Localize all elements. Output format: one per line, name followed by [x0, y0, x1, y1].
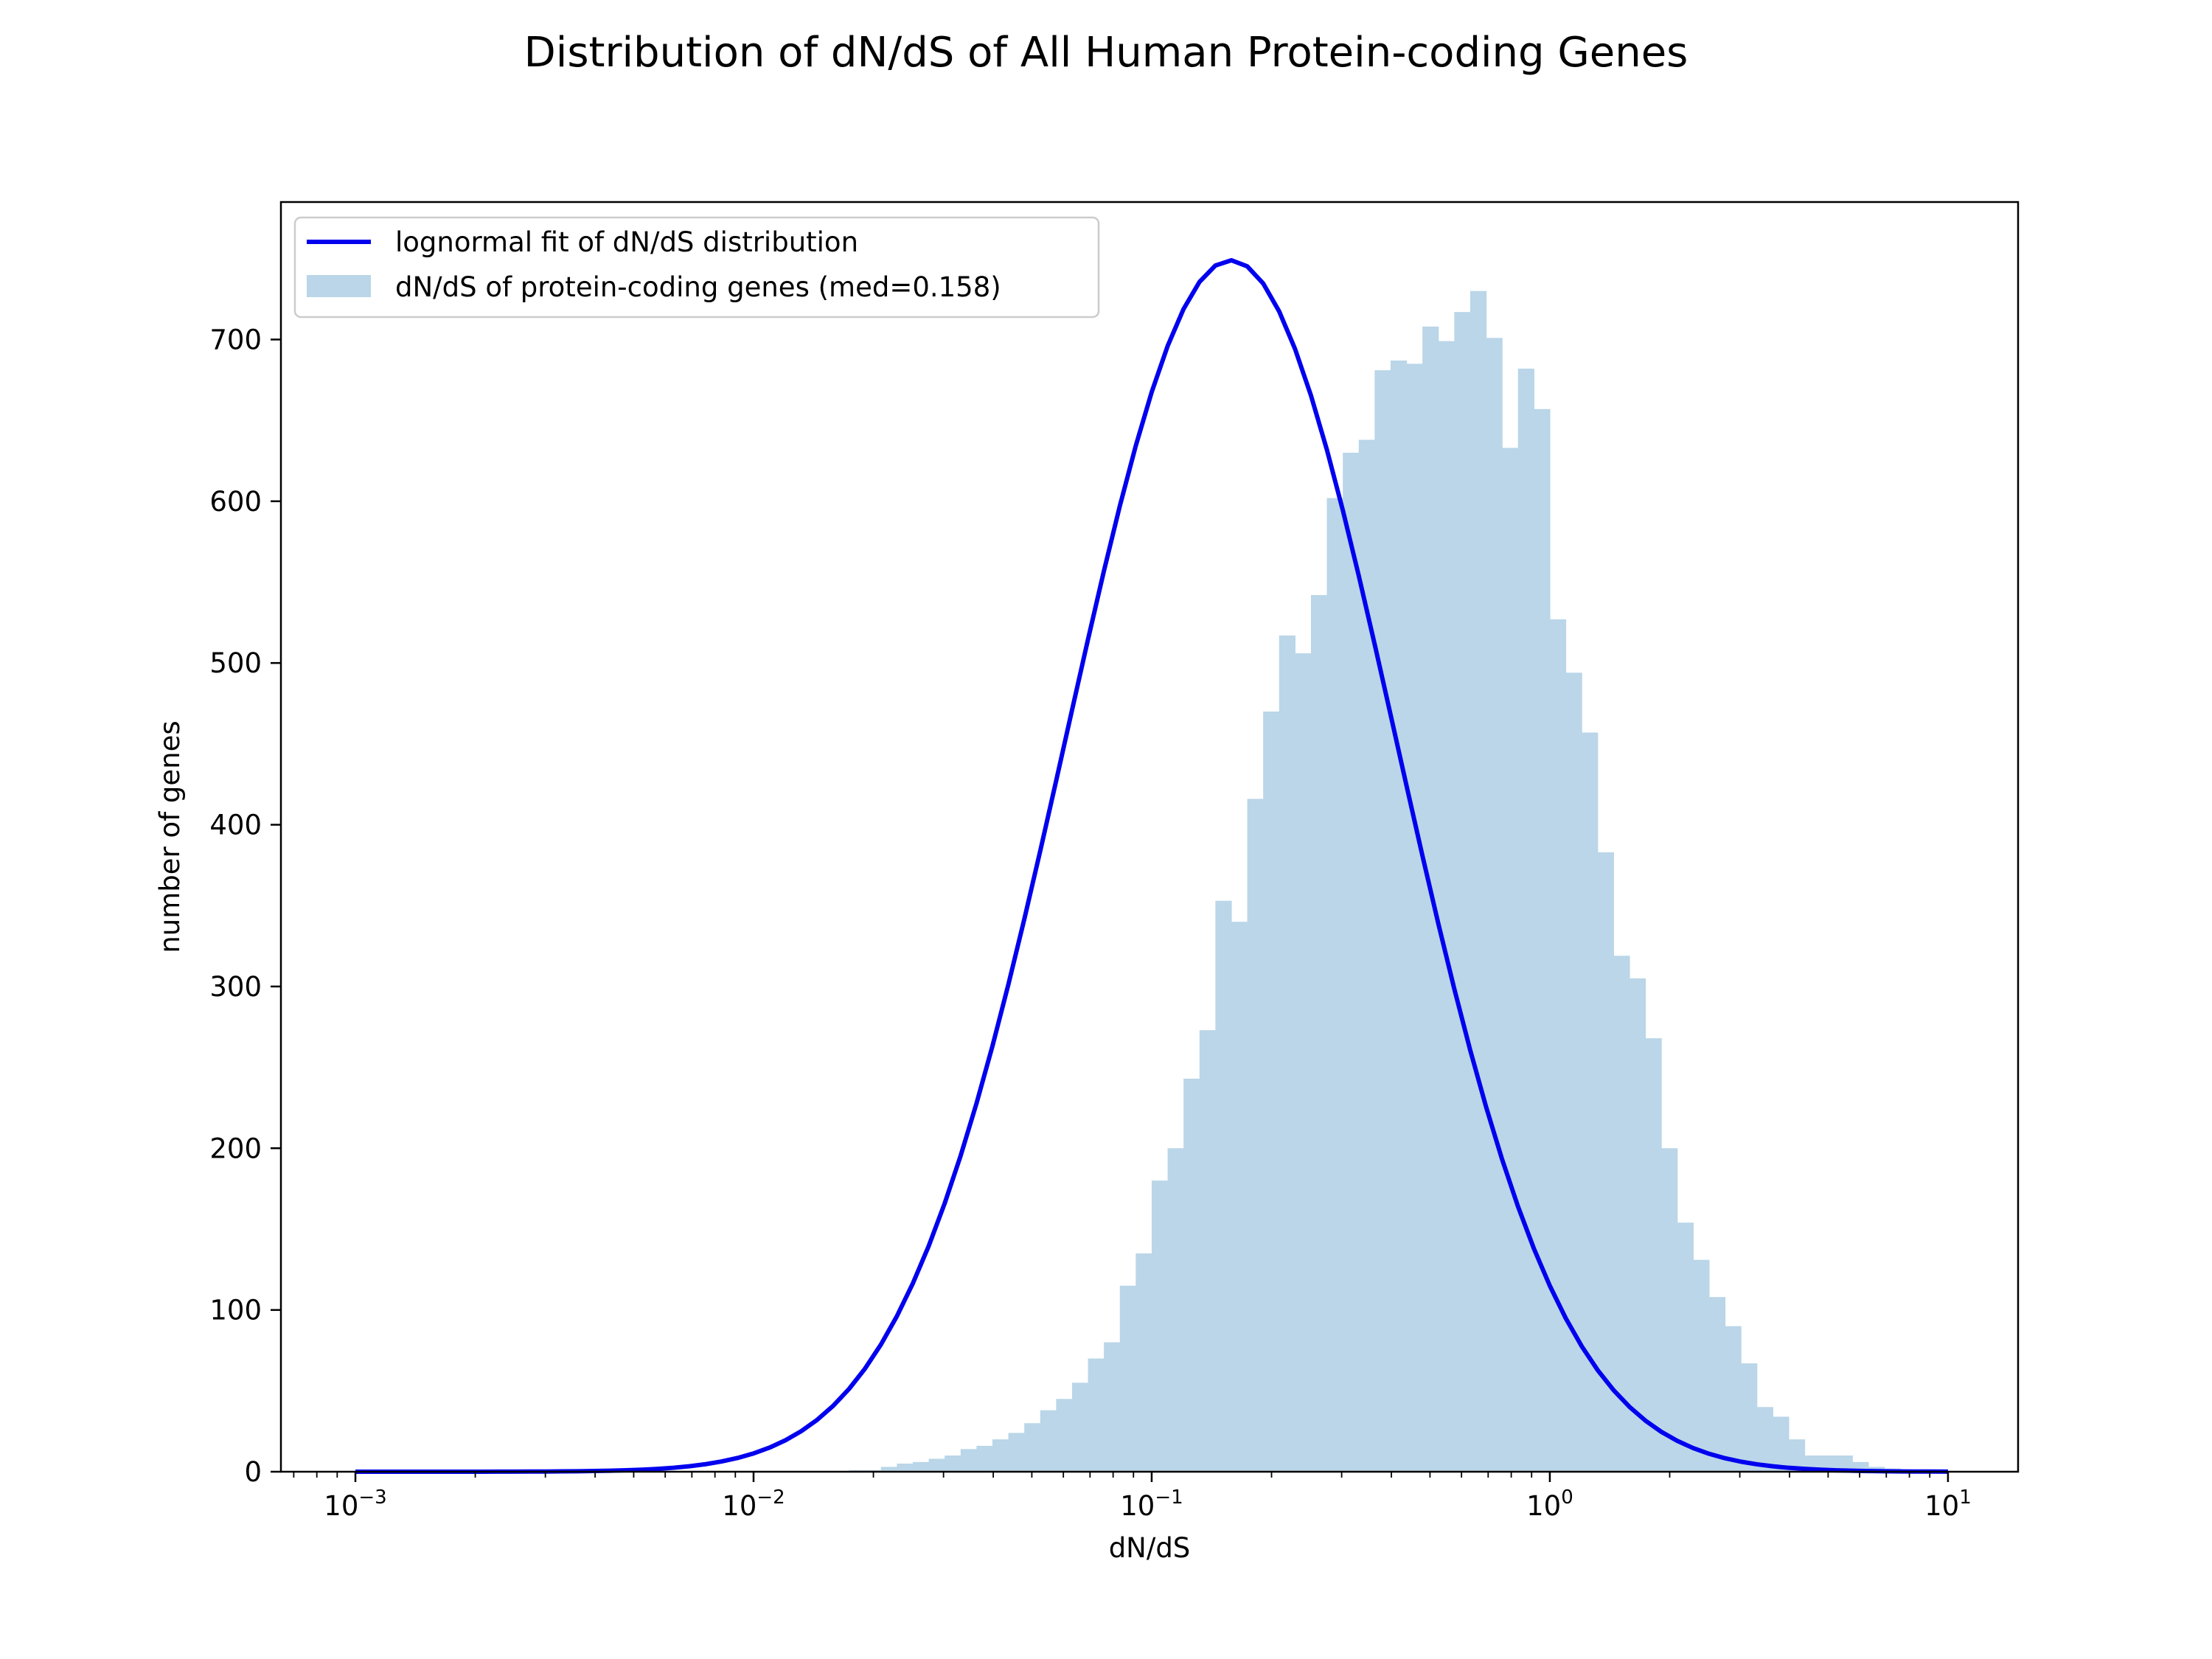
- y-axis: 0 100 200 300 400 500 600 700: [209, 324, 281, 1488]
- histogram-bar: [880, 1467, 897, 1472]
- histogram-bar: [1741, 1363, 1758, 1472]
- histogram-bar: [1645, 1038, 1662, 1472]
- histogram-bar: [1071, 1382, 1089, 1472]
- histogram-bar: [1613, 956, 1630, 1472]
- y-tick-label: 700: [209, 324, 262, 355]
- histogram-bar: [1183, 1078, 1200, 1472]
- histogram-bar: [1343, 453, 1360, 1472]
- histogram-bar: [928, 1458, 945, 1472]
- histogram-bar: [1215, 900, 1232, 1472]
- plot-area: [279, 201, 2020, 1474]
- histogram-bar: [1088, 1358, 1105, 1472]
- histogram-bar: [1502, 448, 1519, 1472]
- y-tick-label: 300: [209, 971, 262, 1003]
- histogram-bar: [1708, 1297, 1726, 1472]
- histogram-bar: [1517, 368, 1534, 1472]
- histogram-bar: [1310, 595, 1328, 1472]
- histogram-bar: [912, 1461, 930, 1472]
- histogram-bar: [1725, 1326, 1742, 1472]
- histogram-bar: [1119, 1285, 1136, 1472]
- histogram-bar: [1756, 1407, 1773, 1472]
- x-axis: 10−3 10−2 10−1 100 101: [293, 1472, 1972, 1522]
- histogram-bar: [1167, 1148, 1184, 1472]
- legend-bar-swatch: [307, 275, 371, 297]
- legend-label-hist: dN/dS of protein-coding genes (med=0.158…: [395, 271, 1001, 303]
- histogram-bar: [1788, 1439, 1806, 1472]
- histogram-bar: [1582, 732, 1599, 1472]
- histogram-bar: [992, 1439, 1009, 1472]
- y-tick-label: 500: [209, 647, 262, 679]
- histogram-bar: [1693, 1259, 1710, 1472]
- histogram-bar: [1661, 1148, 1678, 1472]
- histogram-bar: [1199, 1030, 1216, 1472]
- histogram-bar: [1773, 1416, 1790, 1472]
- x-tick-label: 101: [1924, 1486, 1972, 1522]
- x-tick-label: 10−2: [722, 1486, 785, 1522]
- histogram-bar: [1024, 1423, 1041, 1472]
- histogram-bar: [1151, 1180, 1169, 1472]
- x-tick-label: 100: [1526, 1486, 1573, 1522]
- y-tick-label: 400: [209, 810, 262, 841]
- histogram-bar: [1486, 338, 1503, 1472]
- x-tick-label: 10−1: [1120, 1486, 1183, 1522]
- histogram-bar: [1295, 653, 1312, 1472]
- x-axis-label: dN/dS: [1109, 1532, 1191, 1564]
- histogram-bar: [1279, 635, 1295, 1472]
- histogram-bar: [1390, 360, 1408, 1472]
- histogram-bar: [1358, 439, 1375, 1472]
- histogram-bar: [1040, 1410, 1057, 1472]
- histogram-bar: [1534, 408, 1551, 1472]
- histogram-bars: [849, 291, 1917, 1472]
- histogram-bar: [1597, 852, 1614, 1472]
- legend: lognormal fit of dN/dS distribution dN/d…: [293, 216, 1100, 319]
- y-tick-label: 100: [209, 1295, 262, 1326]
- histogram-bar: [945, 1455, 961, 1472]
- histogram-bar: [1104, 1342, 1121, 1472]
- histogram-bar: [1056, 1399, 1073, 1472]
- histogram-bar: [1438, 341, 1455, 1472]
- histogram-bar: [1135, 1253, 1152, 1472]
- lognormal-fit-line: [355, 257, 1948, 1474]
- histogram-bar: [1565, 672, 1582, 1472]
- histogram-bar: [976, 1445, 993, 1472]
- x-tick-label: 10−3: [324, 1486, 386, 1522]
- histogram-bar: [897, 1464, 914, 1472]
- histogram-bar: [1247, 799, 1264, 1472]
- y-tick-label: 600: [209, 486, 262, 518]
- legend-box: [293, 216, 1100, 319]
- histogram-bar: [1677, 1222, 1694, 1472]
- chart-title: Distribution of dN/dS of All Human Prote…: [524, 29, 1688, 77]
- histogram-bar: [1008, 1433, 1025, 1472]
- histogram-bar: [1263, 711, 1280, 1472]
- histogram-bar: [1836, 1455, 1853, 1472]
- histogram-bar: [1231, 922, 1248, 1472]
- plot-frame: [279, 201, 2020, 1473]
- histogram-bar: [960, 1449, 977, 1472]
- histogram-bar: [1549, 619, 1567, 1472]
- y-axis-label: number of genes: [154, 720, 186, 953]
- y-tick-label: 200: [209, 1133, 262, 1164]
- histogram-bar: [1470, 291, 1487, 1472]
- y-tick-label: 0: [244, 1456, 262, 1488]
- histogram-bar: [1406, 364, 1423, 1472]
- legend-label-fit: lognormal fit of dN/dS distribution: [395, 226, 858, 258]
- histogram-bar: [1454, 312, 1471, 1472]
- histogram-bar: [1629, 978, 1646, 1472]
- histogram-bar: [1326, 498, 1343, 1472]
- histogram-bar: [1374, 370, 1391, 1472]
